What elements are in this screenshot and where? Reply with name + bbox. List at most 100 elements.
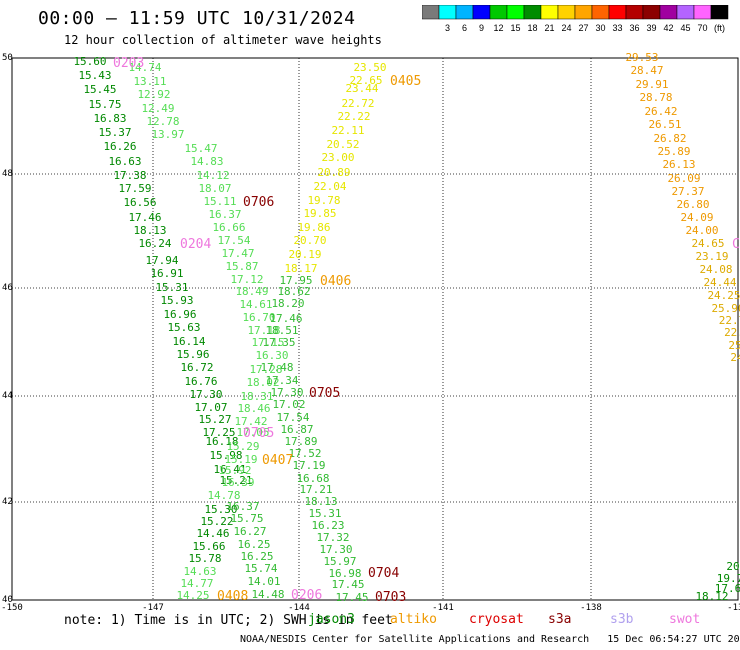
swh-value: 15.87 — [225, 260, 258, 273]
swh-value: 14.74 — [128, 61, 161, 74]
swh-value: 24 — [730, 351, 740, 364]
pass-label: 0405 — [390, 74, 421, 89]
swh-value: 26.51 — [648, 118, 681, 131]
swh-value: 15.31 — [155, 281, 188, 294]
lon-tick-label: -144 — [288, 603, 310, 612]
swh-value: 15.92 — [218, 464, 251, 477]
colorbar-label: 33 — [612, 23, 622, 33]
swh-value: 15.97 — [323, 555, 356, 568]
swh-value: 20.19 — [288, 248, 321, 261]
swh-value: 24.65 — [691, 237, 724, 250]
swh-value: 17.54 — [217, 234, 250, 247]
lon-tick-label: -141 — [432, 603, 454, 612]
swh-value: 17.48 — [260, 361, 293, 374]
swh-value: 17.05 — [236, 426, 269, 439]
swh-value: 17.46 — [128, 211, 161, 224]
swh-value: 16.68 — [296, 472, 329, 485]
swh-value: 17.52 — [288, 447, 321, 460]
satellite-legend-s3a: s3a — [548, 612, 572, 627]
swh-value: 16.23 — [311, 519, 344, 532]
swh-value: 24.25 — [707, 289, 740, 302]
swh-value: 22.04 — [313, 180, 346, 193]
swh-value: 20.70 — [293, 234, 326, 247]
map-frame — [11, 57, 739, 601]
swh-value: 14.78 — [207, 489, 240, 502]
swh-value: 14.77 — [180, 577, 213, 590]
swh-value: 15.96 — [176, 348, 209, 361]
swh-value: 23.50 — [353, 61, 386, 74]
lat-tick-label: 40 — [2, 595, 13, 605]
satellite-legend-swot: swot — [669, 612, 701, 627]
swh-value: 16.41 — [213, 463, 246, 476]
swh-value: 18.12 — [695, 590, 728, 603]
swh-value: 16.63 — [108, 155, 141, 168]
swh-value: 12.92 — [137, 88, 170, 101]
swh-value: 15.78 — [188, 552, 221, 565]
swh-value: 29.91 — [635, 78, 668, 91]
swh-value: 16.14 — [172, 335, 205, 348]
lat-tick-label: 42 — [2, 497, 13, 507]
colorbar-label: 6 — [462, 23, 467, 33]
lat-tick-label: 46 — [2, 283, 13, 293]
swh-value: 17.30 — [189, 388, 222, 401]
swh-value: 19.7 — [717, 572, 740, 585]
swh-value: 16.26 — [103, 140, 136, 153]
swh-value: 17.30 — [319, 543, 352, 556]
wave-height-colorbar: 3 6 9 12 15 18 21 24 27 30 33 36 39 42 45 70 (ft) — [422, 5, 729, 33]
pass-label: 0705 — [243, 426, 274, 441]
swh-value: 15.37 — [98, 126, 131, 139]
swh-value: 13.11 — [133, 75, 166, 88]
swh-value: 26.82 — [653, 132, 686, 145]
swh-value: 16.83 — [93, 112, 126, 125]
swh-value: 18.51 — [265, 324, 298, 337]
swh-value: 26.80 — [676, 198, 709, 211]
lat-tick-label: 44 — [2, 391, 13, 401]
swh-value: 20 — [726, 560, 739, 573]
swh-value: 19.85 — [303, 207, 336, 220]
swh-value: 15.27 — [198, 413, 231, 426]
swh-value: 17.6 — [715, 582, 740, 595]
swh-value: 15.60 — [73, 55, 106, 68]
swh-value: 17.47 — [221, 247, 254, 260]
pass-label: 0704 — [368, 566, 399, 581]
swh-value: 24.09 — [680, 211, 713, 224]
swh-value: 17.28 — [249, 363, 282, 376]
pass-label: 0406 — [320, 274, 351, 289]
swh-value: 15.75 — [88, 98, 121, 111]
swh-value: 17.89 — [284, 435, 317, 448]
swh-value: 26.42 — [644, 105, 677, 118]
swh-value: 18.13 — [304, 495, 337, 508]
swh-value: 22.11 — [331, 124, 364, 137]
map-subtitle: 12 hour collection of altimeter wave hei… — [64, 33, 382, 47]
pass-label: C — [732, 237, 740, 252]
colorbar-label: 3 — [445, 23, 450, 33]
pass-label: 0206 — [291, 588, 322, 603]
swh-value: 17.30 — [270, 386, 303, 399]
pass-label: 0408 — [217, 589, 248, 604]
pass-label: 0705 — [309, 386, 340, 401]
swh-value: 19.78 — [307, 194, 340, 207]
swh-value: 23.44 — [345, 82, 378, 95]
swh-value: 20.89 — [317, 166, 350, 179]
swh-value: 18.02 — [246, 376, 279, 389]
swh-value: 23.19 — [695, 250, 728, 263]
swh-value: 14.25 — [176, 589, 209, 602]
pass-label: 0703 — [375, 590, 406, 605]
swh-value: 22.22 — [337, 110, 370, 123]
swh-value: 15.11 — [203, 195, 236, 208]
swh-value: 25.89 — [657, 145, 690, 158]
colorbar-label: 36 — [629, 23, 639, 33]
colorbar-label: 27 — [578, 23, 588, 33]
swh-value: 15.66 — [192, 540, 225, 553]
swh-value: 17.95 — [279, 274, 312, 287]
swh-value: 17.07 — [194, 401, 227, 414]
swh-value: 15.75 — [230, 512, 263, 525]
swh-value: 17.34 — [265, 374, 298, 387]
swh-value: 16.56 — [123, 196, 156, 209]
colorbar-label: 42 — [663, 23, 673, 33]
swh-value: 16.25 — [240, 550, 273, 563]
swh-value: 17.94 — [145, 254, 178, 267]
swh-value: 20.52 — [326, 138, 359, 151]
swh-value: 22.65 — [349, 74, 382, 87]
swh-value: 19.86 — [297, 221, 330, 234]
